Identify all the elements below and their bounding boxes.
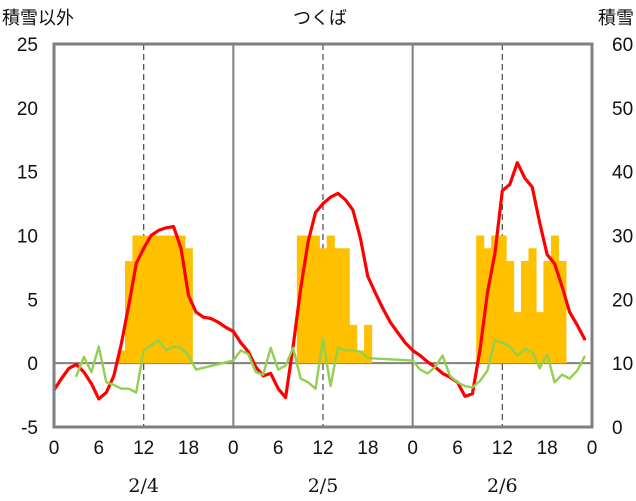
x-tick-label: 0 [49, 438, 60, 459]
snow-bar [117, 350, 126, 364]
snow-bar [528, 248, 537, 364]
left-y-tick-label: 0 [27, 354, 38, 375]
snow-bar [535, 312, 545, 364]
right-y-tick-label: 10 [612, 354, 633, 375]
snow-bar [491, 235, 500, 364]
snow-bar [319, 248, 328, 364]
snow-bar [169, 235, 178, 364]
x-tick-label: 6 [94, 438, 105, 459]
red-line-series [52, 161, 587, 401]
x-tick-label: 0 [587, 438, 598, 459]
snow-bar [498, 235, 507, 364]
title-group: つくば 積雪以外 積雪 [2, 8, 634, 29]
left-axis-label: 積雪以外 [2, 8, 74, 29]
left-y-tick-label: 20 [17, 99, 38, 120]
snow-bar [177, 235, 186, 364]
right-y-tick-label: 20 [612, 290, 633, 311]
green-line-series [75, 337, 586, 394]
snow-bar [162, 235, 171, 364]
day-label: 2/6 [487, 475, 518, 497]
plot-frame [52, 42, 594, 429]
snow-bar [334, 248, 343, 364]
snow-bar [147, 235, 156, 364]
snow-bar [550, 235, 559, 364]
right-y-tick-label: 30 [612, 227, 633, 248]
x-tick-label: 18 [178, 438, 199, 459]
x-tick-label: 0 [407, 438, 418, 459]
right-axis-label: 積雪 [598, 8, 634, 29]
snow-bar [558, 261, 567, 364]
snow-bar [304, 235, 313, 364]
left-y-tick-label: 5 [27, 290, 38, 311]
x-tick-label: 12 [133, 438, 154, 459]
snow-bar [349, 324, 358, 364]
snow-bar [341, 248, 350, 364]
x-tick-label: 6 [452, 438, 463, 459]
day-labels: 2/4 2/5 2/6 [128, 475, 517, 497]
x-tick-label: 18 [357, 438, 378, 459]
snow-bar [521, 261, 530, 364]
right-y-ticks: 0 10 20 30 40 50 60 [612, 35, 633, 439]
right-y-tick-label: 0 [612, 418, 623, 439]
x-tick-label: 0 [228, 438, 239, 459]
left-y-ticks: -5 0 5 10 15 20 25 [17, 35, 38, 439]
x-ticks: 0 6 12 18 0 6 12 18 0 6 12 18 0 [49, 438, 598, 459]
snow-bar [506, 261, 515, 364]
snow-bar [311, 235, 320, 364]
x-tick-label: 18 [537, 438, 558, 459]
snow-bars [117, 235, 567, 364]
left-y-tick-label: 25 [17, 35, 38, 56]
snow-bar [326, 235, 335, 364]
snow-bar [184, 248, 193, 364]
x-tick-label: 12 [492, 438, 513, 459]
snow-bar [476, 235, 485, 364]
day-label: 2/4 [128, 475, 159, 497]
right-y-tick-label: 60 [612, 35, 633, 56]
left-y-tick-label: -5 [21, 418, 38, 439]
snow-bar [139, 235, 149, 364]
day-label: 2/5 [308, 475, 339, 497]
snow-bar [364, 324, 373, 364]
snow-bar [356, 350, 365, 364]
x-tick-label: 6 [273, 438, 284, 459]
snow-bar [296, 235, 305, 364]
right-y-tick-label: 40 [612, 163, 633, 184]
chart-title: つくば [293, 8, 347, 29]
snow-bar [543, 261, 552, 364]
left-y-tick-label: 10 [17, 227, 38, 248]
snow-bar [483, 248, 492, 364]
right-y-tick-label: 50 [612, 99, 633, 120]
x-tick-label: 12 [312, 438, 333, 459]
snow-bar [154, 235, 163, 364]
snow-bar [513, 312, 522, 364]
left-y-tick-label: 15 [17, 163, 38, 184]
snow-bar [132, 235, 141, 364]
